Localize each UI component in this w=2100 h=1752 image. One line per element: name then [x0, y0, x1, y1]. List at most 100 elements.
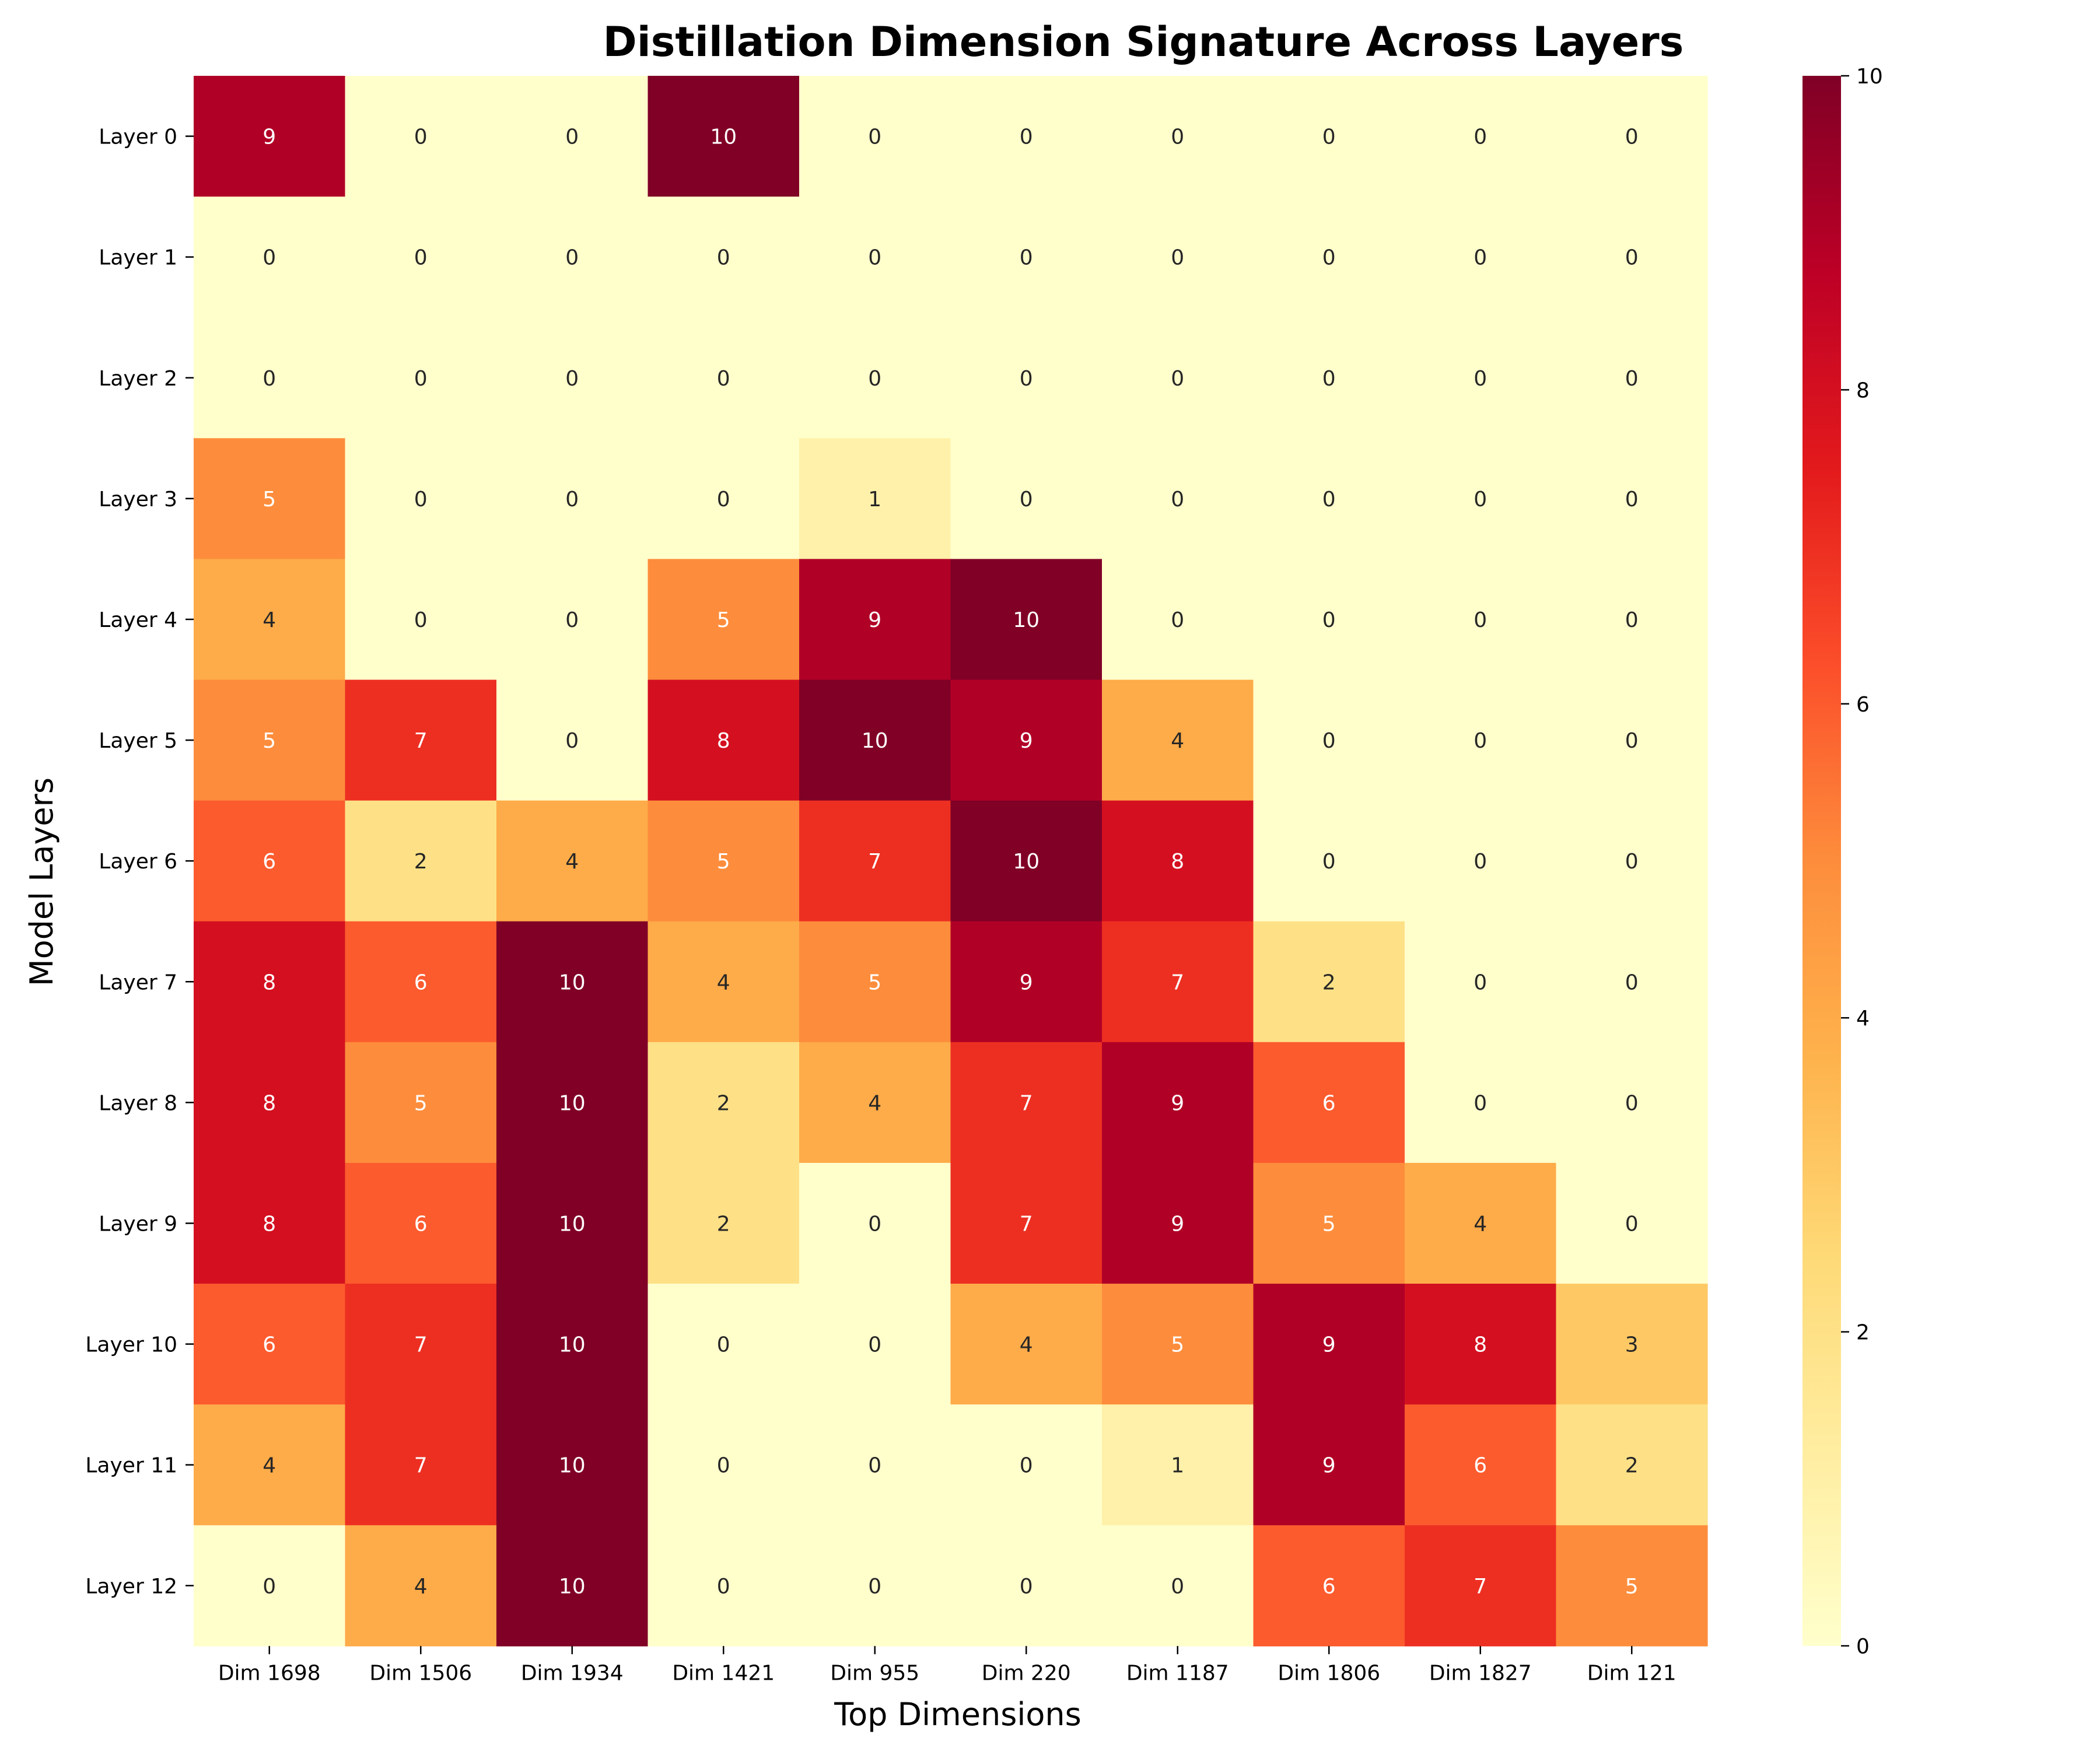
- cell-value-label: 5: [1322, 1212, 1336, 1236]
- cell-value-label: 4: [262, 608, 276, 632]
- cell-value-label: 9: [1171, 1212, 1184, 1236]
- cell-value-label: 6: [262, 1333, 276, 1357]
- cell-value-label: 0: [565, 608, 579, 632]
- heatmap-cell: [345, 921, 497, 1043]
- heatmap-cell: [1102, 679, 1254, 801]
- heatmap-cell: [799, 559, 951, 681]
- cell-value-label: 10: [1013, 850, 1040, 874]
- cell-value-label: 0: [1625, 608, 1639, 632]
- heatmap-cell: [1405, 679, 1557, 801]
- cell-value-label: 0: [717, 246, 730, 270]
- heatmap-cell: [1102, 1525, 1254, 1646]
- cell-value-label: 6: [262, 850, 276, 874]
- cell-value-label: 0: [868, 1575, 881, 1599]
- cell-value-label: 0: [1020, 488, 1033, 511]
- heatmap-cell: [648, 438, 800, 559]
- cell-value-label: 0: [717, 1454, 730, 1478]
- heatmap-cell: [1253, 76, 1405, 197]
- cell-value-label: 0: [1474, 367, 1487, 391]
- heatmap-cell: [1405, 1042, 1557, 1164]
- heatmap-cell: [345, 1162, 497, 1284]
- cell-value-label: 10: [559, 1575, 586, 1599]
- cell-value-label: 9: [1020, 729, 1033, 753]
- cell-value-label: 0: [262, 1575, 276, 1599]
- heatmap-cell: [648, 1042, 800, 1164]
- heatmap-cell: [194, 197, 346, 318]
- cell-value-label: 0: [1171, 608, 1184, 632]
- heatmap-cell: [496, 1404, 649, 1526]
- cell-value-label: 0: [1322, 608, 1336, 632]
- cell-value-label: 5: [414, 1091, 428, 1115]
- cell-value-label: 0: [1625, 246, 1639, 270]
- cell-value-label: 4: [1020, 1333, 1033, 1357]
- cell-value-label: 0: [1322, 488, 1336, 511]
- colorbar-tick-label: 8: [1856, 379, 1870, 402]
- heatmap-cell: [345, 438, 497, 559]
- x-tick-label: Dim 1806: [1278, 1661, 1380, 1685]
- cell-value-label: 7: [1474, 1575, 1487, 1599]
- cell-value-label: 0: [1474, 850, 1487, 874]
- cell-value-label: 0: [262, 246, 276, 270]
- heatmap-cell: [1405, 800, 1557, 922]
- heatmap-cell: [799, 197, 951, 318]
- heatmap-cell: [1253, 317, 1405, 439]
- cell-value-label: 0: [1625, 970, 1639, 994]
- heatmap-cell: [1102, 921, 1254, 1043]
- cell-value-label: 9: [1020, 970, 1033, 994]
- x-tick-label: Dim 1698: [218, 1661, 321, 1685]
- cell-value-label: 5: [1171, 1333, 1184, 1357]
- heatmap-cell: [1556, 1284, 1708, 1405]
- heatmap-cell: [1405, 1525, 1557, 1646]
- cell-value-label: 10: [710, 125, 737, 149]
- cell-value-label: 10: [559, 1091, 586, 1115]
- cell-value-label: 0: [565, 488, 579, 511]
- cell-value-label: 0: [565, 246, 579, 270]
- heatmap-cell: [799, 317, 951, 439]
- x-tick-label: Dim 1506: [369, 1661, 472, 1685]
- heatmap-cell: [194, 921, 346, 1043]
- x-tick-label: Dim 121: [1587, 1661, 1676, 1685]
- heatmap-cell: [194, 559, 346, 681]
- x-tick-label: Dim 1421: [672, 1661, 775, 1685]
- heatmap-cell: [1102, 800, 1254, 922]
- x-axis-ticks: Dim 1698 Dim 1506 Dim 1934 Dim 1421 Dim 955 D…: [218, 1646, 1676, 1685]
- heatmap-cell: [496, 679, 649, 801]
- cell-value-label: 0: [1322, 850, 1336, 874]
- y-tick-label: Layer 11: [85, 1454, 177, 1478]
- heatmap-cell: [194, 1525, 346, 1646]
- cell-value-label: 6: [414, 970, 428, 994]
- heatmap-cell: [799, 1525, 951, 1646]
- colorbar-tick-label: 0: [1856, 1635, 1870, 1659]
- cell-value-label: 5: [717, 850, 730, 874]
- cell-value-label: 5: [717, 608, 730, 632]
- heatmap-cell: [1253, 1404, 1405, 1526]
- heatmap-cell: [1102, 317, 1254, 439]
- heatmap-cell: [1102, 1042, 1254, 1164]
- cell-value-label: 10: [559, 1454, 586, 1478]
- cell-value-label: 1: [1171, 1454, 1184, 1478]
- cell-value-label: 8: [262, 1091, 276, 1115]
- cell-value-label: 8: [262, 970, 276, 994]
- cell-value-label: 2: [717, 1212, 730, 1236]
- cell-value-label: 6: [414, 1212, 428, 1236]
- chart-title: Distillation Dimension Signature Across …: [603, 18, 1684, 66]
- heatmap-cell: [345, 76, 497, 197]
- y-tick-label: Layer 0: [99, 125, 177, 149]
- cell-value-label: 8: [1171, 850, 1184, 874]
- cell-value-label: 0: [717, 488, 730, 511]
- cell-value-label: 0: [717, 1575, 730, 1599]
- y-tick-label: Layer 9: [99, 1212, 177, 1236]
- cell-value-label: 10: [559, 970, 586, 994]
- cell-value-label: 7: [414, 1454, 428, 1478]
- heatmap-cell: [950, 317, 1102, 439]
- heatmap-cell: [1556, 1042, 1708, 1164]
- cell-value-label: 0: [1322, 246, 1336, 270]
- cell-value-label: 0: [1474, 608, 1487, 632]
- cell-value-label: 0: [414, 125, 428, 149]
- heatmap-cell: [1102, 1404, 1254, 1526]
- heatmap-cell: [799, 1284, 951, 1405]
- heatmap-cell: [1405, 1404, 1557, 1526]
- heatmap-cell: [1253, 197, 1405, 318]
- heatmap-cells: [194, 76, 1708, 1646]
